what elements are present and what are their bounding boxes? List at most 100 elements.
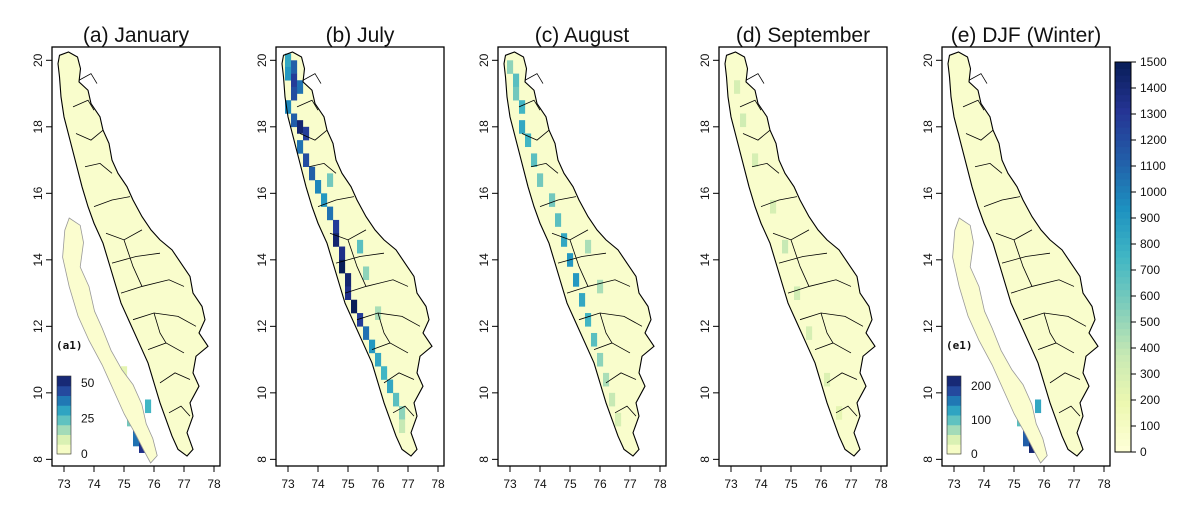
colorbar-step xyxy=(1115,211,1131,219)
colorbar-step xyxy=(1115,140,1131,148)
land-fill xyxy=(725,51,875,457)
district-boundary xyxy=(524,73,544,84)
colorbar-step xyxy=(1115,406,1131,414)
x-tick-label: 78 xyxy=(431,477,445,491)
district-boundary xyxy=(75,129,104,141)
y-tick-label: 12 xyxy=(477,319,491,333)
inset-colorbar-step xyxy=(947,385,961,396)
panel-4: (d) September 73 74 75 76 77 78 8 10 12 14 16 18 20 xyxy=(698,24,888,491)
panel-5: (e) DJF (Winter) 73 74 75 76 77 78 8 10 12 14 16 18 2… xyxy=(921,24,1111,491)
district-boundary xyxy=(308,162,337,174)
data-cell xyxy=(615,412,622,427)
data-cell xyxy=(369,339,376,354)
district-boundary xyxy=(335,252,385,264)
data-cell xyxy=(525,133,532,148)
district-boundary xyxy=(78,73,98,84)
colorbar-step xyxy=(1115,133,1131,141)
inset-outline xyxy=(952,217,1048,464)
y-tick-label: 16 xyxy=(255,186,269,200)
district-boundary xyxy=(120,279,185,294)
district-boundary xyxy=(132,312,197,327)
inset-colorbar-tick-label: 0 xyxy=(971,447,978,461)
colorbar-step xyxy=(1115,224,1131,232)
district-boundary xyxy=(299,129,328,141)
y-tick-label: 14 xyxy=(921,253,935,267)
data-cell xyxy=(291,73,298,88)
y-tick-label: 16 xyxy=(698,186,712,200)
y-tick-label: 18 xyxy=(31,120,45,134)
district-boundary xyxy=(835,405,858,417)
district-boundary xyxy=(778,252,828,264)
x-tick-label: 76 xyxy=(814,477,828,491)
coast-outline xyxy=(947,51,1099,457)
data-cell xyxy=(381,366,388,380)
land-fill xyxy=(948,51,1098,457)
district-boundary xyxy=(742,129,771,141)
colorbar-step xyxy=(1115,88,1131,96)
x-tick-label: 74 xyxy=(533,477,547,491)
colorbar-step xyxy=(1115,315,1131,323)
data-cell xyxy=(133,432,140,447)
colorbar-step xyxy=(1115,432,1131,440)
data-cell xyxy=(579,293,586,307)
colorbar-tick-label: 900 xyxy=(1140,211,1160,225)
x-tick-label: 75 xyxy=(563,477,577,491)
district-boundary xyxy=(317,196,355,207)
colorbar-step xyxy=(1115,146,1131,154)
y-tick-label: 8 xyxy=(31,456,45,463)
colorbar-step xyxy=(1115,107,1131,115)
colorbar-step xyxy=(1115,380,1131,388)
district-boundary xyxy=(787,279,852,294)
colorbar-step xyxy=(1115,328,1131,336)
panel-title: (b) July xyxy=(326,24,395,47)
data-cell xyxy=(297,80,304,94)
data-cell xyxy=(591,332,598,347)
data-cells xyxy=(507,60,622,427)
panel-frame xyxy=(718,46,888,467)
x-tick-label: 74 xyxy=(977,477,991,491)
y-tick-label: 12 xyxy=(921,319,935,333)
inset-colorbar-step xyxy=(57,415,71,426)
colorbar-step xyxy=(1115,231,1131,239)
district-boundary xyxy=(93,196,131,207)
colorbar-step xyxy=(1115,374,1131,382)
data-cell xyxy=(145,399,152,414)
y-tick-label: 16 xyxy=(31,186,45,200)
y-tick-label: 18 xyxy=(921,120,935,134)
inset-colorbar-step xyxy=(57,385,71,396)
district-boundary xyxy=(377,312,391,344)
data-cell xyxy=(573,273,580,287)
district-boundary xyxy=(1049,372,1081,384)
district-boundary xyxy=(760,196,798,207)
y-tick-label: 14 xyxy=(255,253,269,267)
colorbar-step xyxy=(1115,179,1131,187)
coast-outline xyxy=(281,51,433,457)
colorbar-step xyxy=(1115,120,1131,128)
colorbar-tick-label: 1000 xyxy=(1140,185,1167,199)
data-cell xyxy=(291,113,298,128)
data-cell xyxy=(357,239,364,254)
y-tick-label: 10 xyxy=(255,386,269,400)
land-fill xyxy=(504,51,654,457)
data-cell xyxy=(770,199,777,214)
data-cell xyxy=(321,193,328,207)
inset-colorbar-tick-label: 100 xyxy=(971,413,991,427)
data-cell xyxy=(585,239,592,254)
y-tick-label: 16 xyxy=(921,186,935,200)
data-cell xyxy=(333,233,340,247)
inset-tag: (e1) xyxy=(946,339,973,352)
colorbar-tick-label: 800 xyxy=(1140,237,1160,251)
colorbar-step xyxy=(1115,367,1131,375)
district-boundary xyxy=(1058,405,1081,417)
district-boundary xyxy=(751,162,780,174)
district-boundary xyxy=(974,162,1003,174)
district-boundary xyxy=(530,162,559,174)
inset: (a1) 0 25 50 xyxy=(56,217,158,464)
district-boundary xyxy=(111,252,161,264)
district-boundary xyxy=(1022,312,1087,327)
y-tick-label: 10 xyxy=(698,386,712,400)
data-cell xyxy=(507,60,514,74)
y-tick-label: 14 xyxy=(477,253,491,267)
colorbar-step xyxy=(1115,192,1131,200)
data-cell xyxy=(597,279,604,294)
